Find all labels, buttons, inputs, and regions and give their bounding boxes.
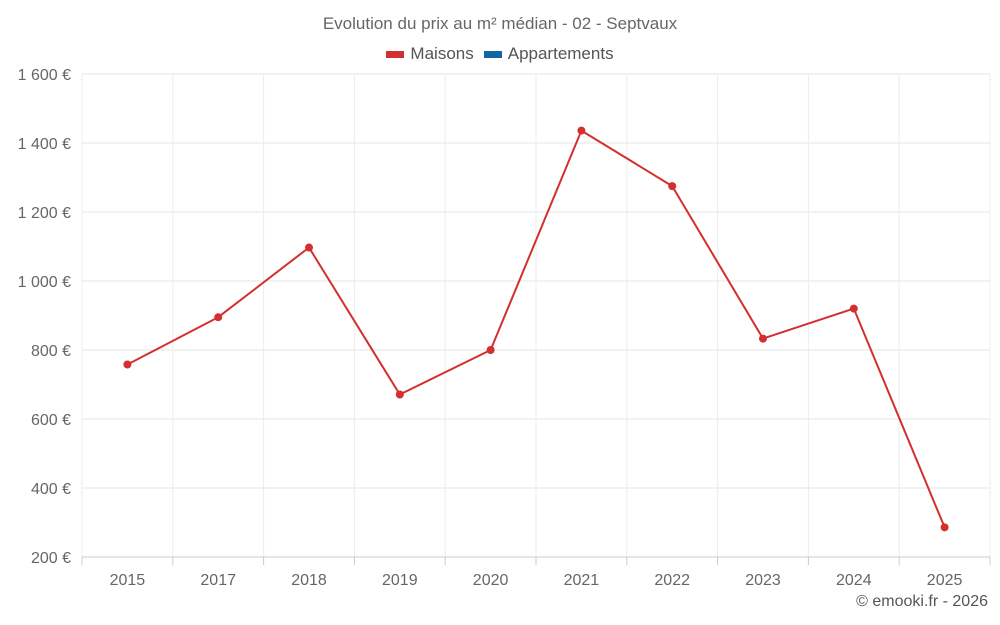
y-tick-label: 200 € <box>31 550 71 567</box>
x-tick-label: 2020 <box>473 572 509 589</box>
legend-item-maisons[interactable]: Maisons <box>386 44 474 64</box>
y-tick-label: 600 € <box>31 412 71 429</box>
series <box>123 126 949 532</box>
y-tick-label: 400 € <box>31 481 71 498</box>
data-point <box>305 243 313 252</box>
legend-swatch-appartements <box>483 50 502 58</box>
y-tick-label: 1 200 € <box>18 205 71 222</box>
data-point <box>668 182 677 191</box>
x-tick-label: 2017 <box>200 572 236 589</box>
data-point <box>940 523 949 532</box>
x-tick-label: 2021 <box>564 572 600 589</box>
y-tick-label: 1 600 € <box>18 67 71 84</box>
x-tick-label: 2015 <box>110 572 146 589</box>
x-tick-label: 2019 <box>382 572 418 589</box>
axes: 200 € 400 € 600 € 800 € 1 000 € 1 200 € 1 400 … <box>18 67 991 589</box>
grid <box>81 73 991 557</box>
legend: Maisons Appartements <box>0 44 1000 64</box>
x-tick-label: 2018 <box>291 572 327 589</box>
legend-label-appartements: Appartements <box>507 44 614 63</box>
credit: © emooki.fr - 2026 <box>856 593 988 610</box>
series-line-maisons <box>126 129 946 528</box>
data-point <box>486 346 495 354</box>
legend-item-appartements[interactable]: Appartements <box>483 44 614 64</box>
data-point <box>759 334 767 343</box>
data-point <box>123 360 132 369</box>
x-tick-label: 2023 <box>745 572 781 589</box>
chart-title: Evolution du prix au m² médian - 02 - Se… <box>322 14 678 33</box>
y-tick-label: 800 € <box>31 343 71 360</box>
y-tick-label: 1 000 € <box>18 274 71 291</box>
legend-label-maisons: Maisons <box>410 44 474 63</box>
x-tick-label: 2025 <box>927 572 963 589</box>
data-point <box>395 390 404 399</box>
legend-swatch-maisons <box>386 50 405 58</box>
x-tick-label: 2022 <box>654 572 690 589</box>
y-tick-label: 1 400 € <box>18 136 71 153</box>
data-point <box>577 126 586 135</box>
x-tick-label: 2024 <box>836 572 872 589</box>
data-point <box>849 304 858 313</box>
data-point <box>214 313 223 322</box>
